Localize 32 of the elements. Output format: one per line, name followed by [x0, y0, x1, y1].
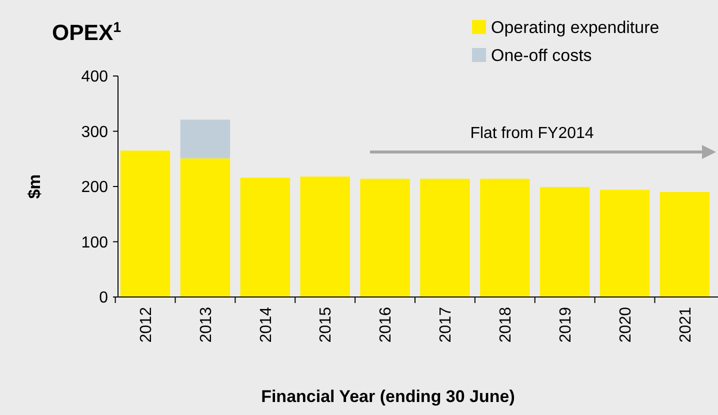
bar: [540, 187, 590, 297]
bar: [660, 192, 710, 297]
y-tick-label: 200: [81, 179, 108, 196]
x-tick-label: 2014: [258, 306, 275, 343]
x-tick-label: 2019: [557, 306, 574, 343]
x-tick-label: 2021: [677, 306, 694, 343]
annotation: Flat from FY2014: [470, 125, 594, 142]
x-tick-label: 2015: [318, 306, 335, 343]
x-tick-label: 2012: [138, 306, 155, 343]
x-tick-label: 2017: [438, 306, 455, 343]
bar: [120, 150, 170, 297]
x-tick-label: 2018: [498, 306, 515, 343]
bar: [480, 178, 530, 297]
y-tick-label: 300: [81, 124, 108, 141]
bar: [300, 176, 350, 297]
x-tick-label: 2020: [617, 306, 634, 343]
x-axis-title: Financial Year (ending 30 June): [261, 387, 515, 406]
bar: [360, 178, 410, 297]
legend-label: One-off costs: [491, 46, 592, 65]
bar: [420, 178, 470, 297]
bar: [600, 190, 650, 297]
x-tick-label: 2013: [198, 306, 215, 343]
bar: [240, 178, 290, 297]
y-axis-title: $m: [25, 174, 44, 199]
bar: [180, 120, 230, 158]
y-tick-label: 400: [81, 68, 108, 86]
chart-title: OPEX$^{1}$: [52, 20, 122, 45]
x-tick-label: 2016: [378, 306, 395, 343]
y-tick-label: 0: [99, 290, 108, 307]
legend-label: Operating expenditure: [491, 18, 660, 37]
bar: [180, 158, 230, 297]
y-tick-label: 100: [81, 234, 108, 252]
